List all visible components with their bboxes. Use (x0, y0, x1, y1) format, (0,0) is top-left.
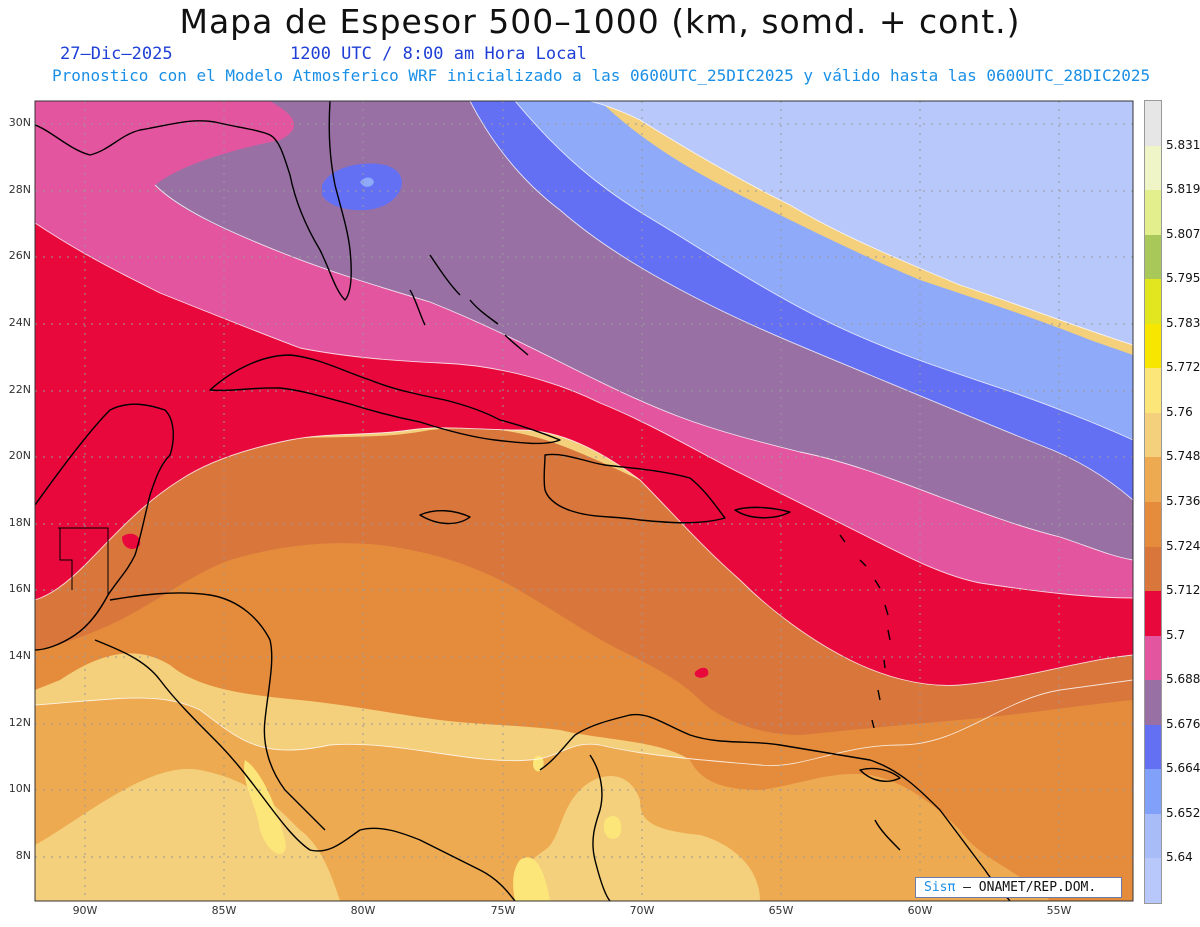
legend-level-label: 5.772 (1166, 360, 1200, 375)
credit-box: Sisπ – ONAMET/REP.DOM. (915, 877, 1122, 898)
lat-label: 20N (8, 449, 31, 462)
legend-level-label: 5.664 (1166, 761, 1200, 776)
lat-label: 14N (8, 649, 31, 662)
legend-swatch (1145, 858, 1161, 904)
legend-level-label: 5.748 (1166, 449, 1200, 464)
lat-label: 10N (8, 782, 31, 795)
band-5-724 (35, 500, 1133, 901)
legend-level-label: 5.64 (1166, 850, 1193, 865)
lon-label: 90W (72, 904, 98, 917)
lat-label: 26N (8, 249, 31, 262)
lat-label: 22N (8, 383, 31, 396)
lon-label: 80W (350, 904, 376, 917)
legend-swatch (1145, 502, 1161, 548)
band-5-700 (35, 220, 1133, 686)
legend-swatch (1145, 234, 1161, 280)
legend-swatch (1145, 769, 1161, 815)
lon-label: 65W (768, 904, 794, 917)
lon-label: 85W (211, 904, 237, 917)
lat-label: 8N (15, 849, 31, 862)
legend-swatch (1145, 279, 1161, 325)
band-5-688 (35, 101, 1133, 598)
legend-swatch (1145, 591, 1161, 637)
lat-label: 24N (8, 316, 31, 329)
legend-level-label: 5.795 (1166, 271, 1200, 286)
band-5-664-florida (322, 163, 402, 211)
legend-swatch (1145, 368, 1161, 414)
credit-logo: Sisπ (924, 880, 956, 895)
forecast-date: 27–Dic–2025 (60, 44, 173, 64)
legend-level-label: 5.652 (1166, 805, 1200, 820)
legend-swatch (1145, 412, 1161, 458)
legend-swatch (1145, 101, 1161, 147)
credit-text: – ONAMET/REP.DOM. (955, 880, 1097, 895)
lat-label: 18N (8, 516, 31, 529)
legend-swatch (1145, 457, 1161, 503)
legend-level-label: 5.736 (1166, 494, 1200, 508)
legend-swatch (1145, 635, 1161, 681)
legend-swatch (1145, 813, 1161, 859)
legend-level-label: 5.712 (1166, 583, 1200, 598)
lat-label: 30N (8, 116, 31, 129)
band-5-652 (515, 101, 1133, 440)
legend-swatch (1145, 724, 1161, 770)
lat-label: 28N (8, 183, 31, 196)
lon-label: 60W (907, 904, 933, 917)
lon-label: 70W (629, 904, 655, 917)
legend-level-label: 5.831 (1166, 137, 1200, 152)
legend-swatch (1145, 190, 1161, 236)
valid-time: 1200 UTC / 8:00 am Hora Local (290, 44, 587, 64)
legend-colorbar (1144, 100, 1162, 904)
band-5-640 (590, 101, 1133, 345)
band-5-676 (155, 101, 1133, 560)
legend-level-label: 5.688 (1166, 672, 1200, 687)
legend-swatch (1145, 680, 1161, 726)
band-5-736 (35, 680, 1133, 901)
legend-swatch (1145, 145, 1161, 191)
legend-level-label: 5.819 (1166, 182, 1200, 197)
band-5-652-florida (360, 177, 374, 187)
legend-level-label: 5.76 (1166, 404, 1193, 419)
lat-label: 12N (8, 716, 31, 729)
model-info: Pronostico con el Modelo Atmosferico WRF… (52, 66, 1151, 85)
map-title: Mapa de Espesor 500–1000 (km, somd. + co… (179, 2, 1021, 41)
legend-level-label: 5.676 (1166, 716, 1200, 731)
lat-label: 16N (8, 582, 31, 595)
lon-label: 55W (1046, 904, 1072, 917)
legend-level-label: 5.807 (1166, 226, 1200, 241)
legend-level-label: 5.783 (1166, 315, 1200, 330)
legend-level-label: 5.724 (1166, 538, 1200, 553)
lon-label: 75W (490, 904, 516, 917)
legend-level-label: 5.7 (1166, 627, 1186, 642)
legend-swatch (1145, 323, 1161, 369)
band-5-760-spots (243, 755, 622, 901)
legend-swatch (1145, 546, 1161, 592)
